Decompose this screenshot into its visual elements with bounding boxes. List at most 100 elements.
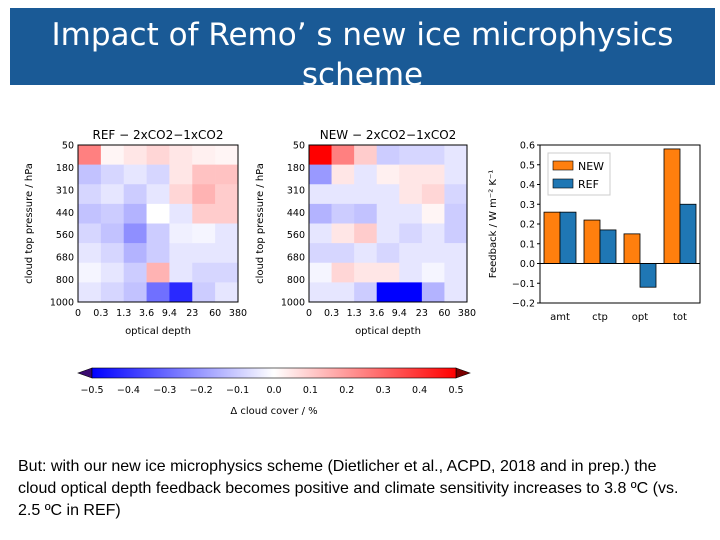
heatmap2-cell-r4-c5	[421, 223, 445, 244]
heatmap2-cell-r3-c4	[399, 203, 423, 224]
heatmap2-xtick: 9.4	[392, 308, 407, 319]
heatmap1-cell-r4-c6	[215, 223, 239, 244]
heatmap1-ytick: 50	[62, 141, 74, 152]
heatmap1-cell-r5-c5	[192, 243, 216, 264]
heatmap1-cell-r4-c5	[192, 223, 216, 244]
heatmap2-ytick: 180	[287, 163, 305, 174]
heatmap2-frame	[308, 144, 468, 303]
slide-title-bar: Impact of Remo’ s new ice microphysics s…	[10, 8, 715, 92]
heatmap2-xtick: 1.3	[347, 308, 362, 319]
colorbar-tick: 0.4	[412, 385, 427, 396]
heatmap2-cell-r1-c1	[331, 164, 355, 185]
heatmap2-cell-r7-c4	[399, 282, 423, 303]
heatmap2-cell-r5-c5	[421, 243, 445, 264]
heatmap2-cell-r3-c1	[331, 203, 355, 224]
heatmap2-cell-r0-c5	[421, 145, 445, 165]
heatmap2-cell-r5-c2	[354, 243, 378, 264]
heatmap1-ylabel: cloud top pressure / hPa	[24, 163, 35, 284]
heatmap2-cell-r1-c3	[376, 164, 400, 185]
heatmap1-xtick: 60	[209, 308, 221, 319]
bar-ylabel: Feedback / W m⁻² K⁻¹	[488, 170, 499, 278]
bar-ytick: −0.1	[512, 279, 535, 290]
heatmap2-cell-r6-c0	[309, 262, 332, 283]
heatmap1-cell-r2-c2	[123, 184, 147, 205]
colorbar-tick: 0.5	[448, 385, 463, 396]
heatmap1-frame	[77, 144, 239, 303]
heatmap2-cell-r2-c4	[399, 184, 423, 205]
heatmap2-cell-r0-c3	[376, 145, 400, 165]
colorbar-high-extend	[455, 367, 471, 379]
heatmap1-cell-r1-c3	[146, 164, 170, 185]
heatmap2-cell-r0-c0	[309, 145, 332, 165]
bar-ref-ctp	[599, 229, 617, 264]
heatmap1-cell-r7-c1	[100, 282, 125, 303]
slide-caption: But: with our new ice microphysics schem…	[18, 458, 679, 519]
heatmap1-cell-r2-c3	[146, 184, 170, 205]
heatmap2-cell-r4-c1	[331, 223, 355, 244]
heatmap1-cell-r2-c1	[100, 184, 125, 205]
colorbar-tick: 0.2	[339, 385, 354, 396]
heatmap2-cell-r7-c1	[331, 282, 355, 303]
heatmap2-xlabel: optical depth	[355, 326, 421, 337]
heatmap2-cell-r5-c4	[399, 243, 423, 264]
colorbar-tick: −0.5	[80, 385, 103, 396]
bar-ref-tot	[679, 203, 697, 264]
bar-category-amt: amt	[550, 312, 570, 323]
heatmap2-cell-r1-c5	[421, 164, 445, 185]
heatmap1-cell-r1-c4	[169, 164, 193, 185]
heatmap2-cell-r0-c6	[444, 145, 468, 165]
heatmap1-cell-r6-c0	[78, 262, 102, 283]
heatmap2-cell-r7-c5	[421, 282, 445, 303]
heatmap2-cell-r4-c6	[444, 223, 468, 244]
heatmap2-ytick: 800	[287, 275, 305, 286]
heatmap2-cell-r6-c3	[376, 262, 400, 283]
heatmap1-xtick: 380	[229, 308, 247, 319]
heatmap2-cell-r1-c4	[399, 164, 423, 185]
heatmap2-xtick: 0	[306, 308, 312, 319]
heatmap1-cell-r6-c3	[146, 262, 170, 283]
heatmap2-cell-r7-c6	[444, 282, 468, 303]
colorbar-tick: 0.1	[303, 385, 318, 396]
colorbar-label: Δ cloud cover / %	[230, 406, 317, 417]
bar-ytick: 0.4	[520, 180, 535, 191]
heatmap1-ytick: 560	[56, 230, 74, 241]
heatmap1-ytick: 800	[56, 275, 74, 286]
bar-ytick: 0.2	[520, 220, 535, 231]
heatmap2-cell-r2-c6	[444, 184, 468, 205]
colorbar-tick: −0.1	[226, 385, 249, 396]
heatmap1-cell-r5-c2	[123, 243, 147, 264]
heatmap1-cell-r5-c3	[146, 243, 170, 264]
heatmap2-cell-r2-c1	[331, 184, 355, 205]
heatmap1-cell-r0-c0	[78, 145, 102, 165]
heatmap2-cell-r6-c5	[421, 262, 445, 283]
heatmap2-title: NEW − 2xCO2−1xCO2	[320, 128, 457, 142]
colorbar	[91, 367, 457, 379]
heatmap1-cell-r0-c1	[100, 145, 125, 165]
heatmap1-cell-r2-c4	[169, 184, 193, 205]
colorbar-tick: −0.3	[153, 385, 176, 396]
heatmap2-cell-r4-c4	[399, 223, 423, 244]
colorbar-tick: −0.2	[190, 385, 213, 396]
heatmap2-cell-r7-c2	[354, 282, 378, 303]
heatmap1-cell-r6-c4	[169, 262, 193, 283]
heatmap1-cell-r1-c0	[78, 164, 102, 185]
bar-new-tot	[663, 148, 681, 264]
bar-ytick: 0.3	[520, 200, 535, 211]
bar-ytick: −0.2	[512, 299, 535, 310]
heatmap2-ytick: 560	[287, 230, 305, 241]
heatmap2-ytick: 680	[287, 253, 305, 264]
heatmap1-ytick: 440	[56, 208, 74, 219]
heatmap1-cell-r2-c0	[78, 184, 102, 205]
heatmap1-cell-r1-c1	[100, 164, 125, 185]
heatmap2-cell-r5-c6	[444, 243, 468, 264]
heatmap1-cell-r5-c6	[215, 243, 239, 264]
heatmap2-cell-r3-c5	[421, 203, 445, 224]
heatmap1-cell-r4-c3	[146, 223, 170, 244]
heatmap1-cell-r0-c5	[192, 145, 216, 165]
heatmap1-cell-r1-c5	[192, 164, 216, 185]
bar-ref-opt	[639, 263, 657, 288]
heatmap1-xtick: 3.6	[139, 308, 154, 319]
heatmap1-cell-r5-c0	[78, 243, 102, 264]
bar-category-opt: opt	[632, 312, 648, 323]
bar-ytick: 0.5	[520, 160, 535, 171]
